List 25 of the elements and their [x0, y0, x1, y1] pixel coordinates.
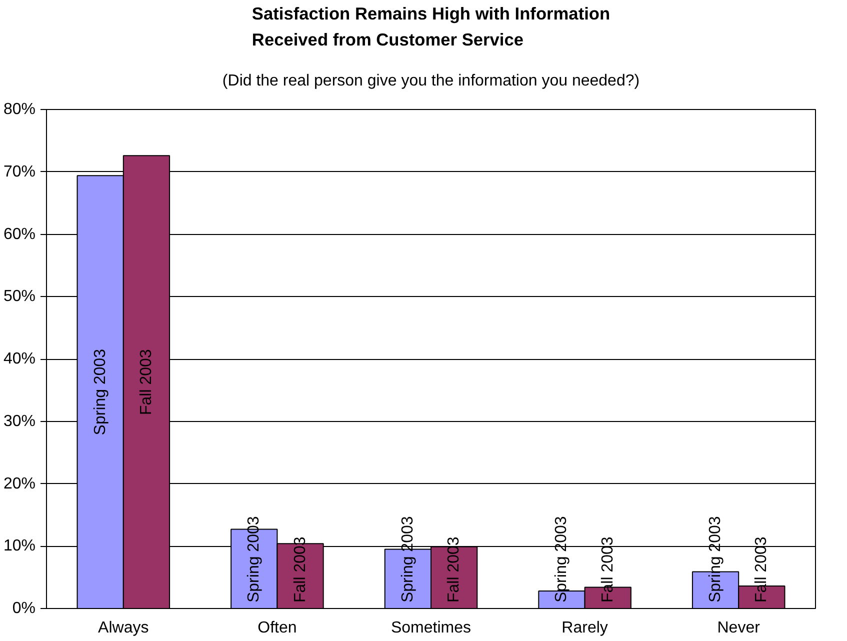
series-label: Fall 2003 — [292, 536, 309, 603]
text: Spring 2003 — [92, 348, 109, 436]
text: Fall 2003 — [446, 536, 463, 603]
y-tick-label: 20% — [3, 475, 36, 492]
y-tick-label: 10% — [3, 538, 36, 555]
y-tick-label: 60% — [3, 226, 36, 243]
chart-title: Satisfaction Remains High with Information Received from Customer Service — [252, 4, 610, 50]
x-tick-label: Sometimes — [390, 620, 472, 636]
text: Spring 2003 — [399, 516, 416, 603]
text: Spring 2003 — [707, 516, 724, 603]
x-tick-label: Rarely — [562, 620, 608, 636]
text: Fall 2003 — [138, 349, 155, 415]
text: Spring 2003 — [553, 516, 570, 603]
y-tick-label: 0% — [12, 600, 36, 617]
x-tick-label: Always — [98, 620, 149, 636]
y-tick-label: 80% — [3, 101, 36, 118]
y-tick-label: 70% — [3, 163, 36, 180]
y-tick-label: 30% — [3, 412, 36, 430]
chart-subtitle: (Did the real person give you the information you needed?) — [222, 72, 640, 90]
series-label: Spring 2003 — [246, 516, 263, 603]
text: Fall 2003 — [599, 536, 616, 603]
y-tick-label: 40% — [3, 350, 36, 368]
x-tick-label: Never — [717, 620, 761, 636]
y-tick-label: 50% — [3, 288, 36, 306]
x-tick-label: Often — [258, 620, 297, 636]
